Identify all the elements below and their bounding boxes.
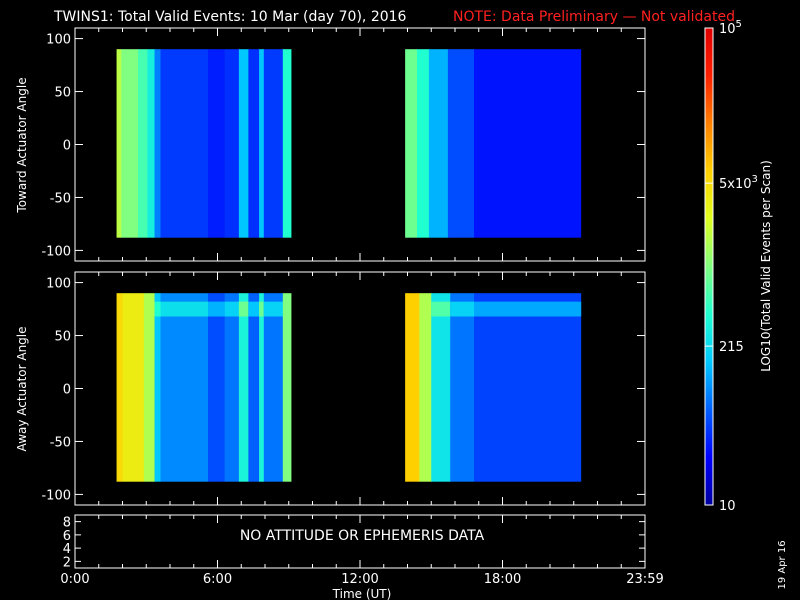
heatmap-cell [282, 49, 292, 238]
colorbar-label: LOG10(Total Valid Events per Scan) [759, 160, 773, 372]
heatmap-band-cell [160, 301, 209, 317]
heatmap-cell [417, 49, 430, 238]
heatmap-cell [122, 293, 145, 482]
heatmap-cell [419, 293, 432, 482]
x-axis-label: Time (UT) [332, 587, 392, 600]
x-axis-ticks: 0:00 6:00 12:00 18:00 23:59 [60, 28, 664, 587]
heatmap-cell [154, 49, 161, 238]
y-tick-label: 0 [63, 139, 71, 154]
toward-y-ticks: 100 50 0 -50 -100 [41, 33, 645, 259]
heatmap-cell [428, 49, 449, 238]
y-tick-label: 4 [63, 542, 71, 557]
y-tick-label: 100 [46, 33, 71, 48]
y-tick-label: -100 [41, 244, 71, 259]
y-tick-label: 6 [63, 529, 71, 544]
no-data-message: NO ATTITUDE OR EPHEMERIS DATA [240, 528, 485, 544]
chart-title: TWINS1: Total Valid Events: 10 Mar (day … [53, 9, 407, 25]
heatmap-cell [259, 49, 265, 238]
x-tick-label: 0:00 [60, 572, 89, 587]
away-heatmap [116, 293, 582, 482]
heatmap-cell [450, 293, 475, 482]
heatmap-cell [474, 293, 582, 482]
heatmap-cell [405, 49, 418, 238]
heatmap-cell [447, 49, 475, 238]
heatmap-band-cell [208, 301, 225, 317]
heatmap-cell [238, 49, 249, 238]
away-panel: 100 50 0 -50 -100 Away Actuator Angle [15, 271, 646, 506]
y-tick-label: 0 [63, 383, 71, 398]
heatmap-cell [143, 293, 155, 482]
x-tick-label: 6:00 [203, 572, 232, 587]
heatmap-band-cell [474, 301, 582, 317]
x-tick-label: 23:59 [626, 572, 663, 587]
heatmap-cell [238, 293, 249, 482]
heatmap-cell [121, 49, 139, 238]
x-tick-label: 18:00 [484, 572, 521, 587]
y-tick-label: 100 [46, 277, 71, 292]
colorbar: 105 5x103 215 10 LOG10(Total Valid Events p… [704, 19, 773, 514]
heatmap-cell [474, 49, 582, 238]
heatmap-cell [224, 293, 240, 482]
heatmap-band-cell [450, 301, 475, 317]
colorbar-tick-label: 215 [719, 340, 744, 355]
heatmap-cell [224, 49, 240, 238]
y-tick-label: 8 [63, 516, 71, 531]
heatmap-cell [154, 293, 161, 482]
heatmap-cell [263, 293, 284, 482]
x-tick-label: 12:00 [341, 572, 378, 587]
heatmap-cell [405, 293, 420, 482]
colorbar-ticks: 105 5x103 215 10 [705, 19, 758, 514]
date-stamp: 19 Apr 16 [777, 540, 788, 589]
heatmap-band-cell [248, 301, 260, 317]
y-tick-label: -50 [50, 191, 71, 206]
y-tick-label: 50 [54, 86, 71, 101]
heatmap-cell [137, 49, 148, 238]
heatmap-band-cell [259, 301, 265, 317]
toward-panel: 100 50 0 -50 -100 Toward Actuator Angle [15, 27, 646, 262]
y-tick-label: 2 [63, 555, 71, 570]
heatmap-cell [208, 49, 225, 238]
heatmap-cell [259, 293, 265, 482]
heatmap-band-cell [263, 301, 284, 317]
heatmap-band-cell [238, 301, 249, 317]
y-tick-label: -100 [41, 488, 71, 503]
toward-y-label: Toward Actuator Angle [15, 77, 29, 213]
heatmap-cell [248, 293, 260, 482]
heatmap-cell [431, 293, 451, 482]
heatmap-cell [160, 293, 209, 482]
y-tick-label: -50 [50, 435, 71, 450]
y-tick-label: 50 [54, 330, 71, 345]
colorbar-tick-label: 105 [719, 19, 742, 37]
away-y-label: Away Actuator Angle [15, 326, 29, 451]
heatmap-cell [116, 293, 123, 482]
heatmap-band-cell [154, 301, 161, 317]
heatmap-cell [147, 49, 155, 238]
colorbar-tick-label: 5x103 [719, 174, 758, 192]
heatmap-cell [248, 49, 260, 238]
heatmap-cell [116, 49, 122, 238]
heatmap-band-cell [224, 301, 240, 317]
heatmap-cell [208, 293, 225, 482]
preliminary-note: NOTE: Data Preliminary — Not validated [453, 9, 735, 25]
heatmap-cell [263, 49, 284, 238]
away-y-ticks: 100 50 0 -50 -100 [41, 277, 645, 503]
colorbar-tick-label: 10 [719, 499, 736, 514]
toward-heatmap [116, 49, 582, 238]
heatmap-band-cell [431, 301, 451, 317]
colorbar-gradient [705, 28, 713, 505]
heatmap-cell [282, 293, 292, 482]
heatmap-cell [160, 49, 209, 238]
